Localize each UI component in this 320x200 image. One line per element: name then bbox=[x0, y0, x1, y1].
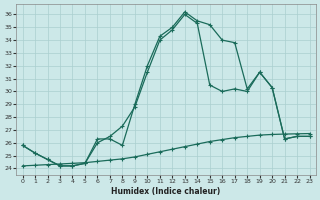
X-axis label: Humidex (Indice chaleur): Humidex (Indice chaleur) bbox=[111, 187, 221, 196]
